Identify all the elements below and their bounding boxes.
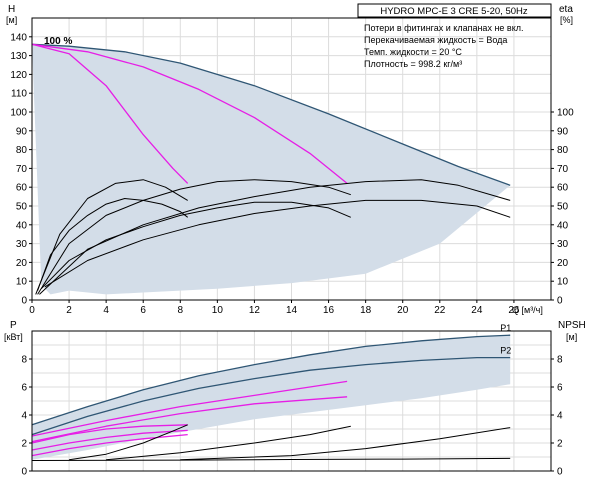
note-line-1: Потери в фитингах и клапанах не вкл. — [364, 23, 524, 33]
npsh-axis-label: NPSH — [558, 320, 586, 331]
x-tick-label: 6 — [140, 305, 146, 316]
series-line-npsh-3 — [180, 427, 511, 461]
series-line-eff-2 — [37, 179, 351, 295]
series-label-P1: P1 — [500, 323, 511, 333]
x-tick-label: 20 — [397, 305, 409, 316]
series-line-P2 — [31, 356, 511, 436]
y-tick-label: 0 — [21, 296, 27, 307]
x-tick-label: 24 — [471, 305, 483, 316]
note-line-4: Плотность = 998.2 кг/м³ — [364, 59, 462, 69]
y-tick-label: 80 — [16, 145, 28, 156]
y-tick-label: 0 — [21, 467, 27, 478]
x-tick-label: 8 — [178, 305, 184, 316]
title-box — [357, 3, 552, 18]
y-right-tick-label: 60 — [557, 183, 569, 194]
y-tick-label: 140 — [10, 32, 27, 43]
plot-frame — [31, 330, 552, 472]
power-chart-panel: P1 P2 0 2 4 6 8 0 2 4 6 8 — [21, 323, 563, 477]
y-right-tick-label: 80 — [557, 145, 569, 156]
series-line-h-eff-small — [37, 198, 189, 291]
y-tick-label: 110 — [11, 89, 27, 100]
x-tick-label: 0 — [29, 305, 35, 316]
y-tick-label: 100 — [10, 108, 27, 119]
series-line-magenta-1 — [31, 43, 189, 184]
head-axis-unit: [м] — [6, 15, 17, 25]
x-tick-label: 22 — [434, 305, 446, 316]
y-right-tick-label: 4 — [557, 411, 563, 422]
y-right-tick-label: 50 — [557, 202, 569, 213]
y-tick-label: 8 — [21, 355, 27, 366]
series-line-magenta-a — [31, 380, 348, 437]
x-tick-label: 14 — [286, 305, 298, 316]
chart-title: HYDRO MPC-E 3 CRE 5-20, 50Hz — [380, 6, 528, 17]
npsh-axis-unit: [м] — [566, 332, 577, 342]
y-right-tick-label: 2 — [557, 439, 563, 450]
y-tick-label: 90 — [16, 126, 28, 137]
x-tick-label: 10 — [212, 305, 224, 316]
y-tick-label: 2 — [21, 439, 27, 450]
percent-annotation: 100 % — [44, 36, 72, 47]
eta-axis-label: eta — [559, 4, 573, 15]
y-right-tick-label: 100 — [557, 108, 574, 119]
y-right-tick-label: 30 — [557, 239, 569, 250]
series-line-magenta-b — [31, 396, 348, 443]
series-line-magenta-d — [31, 429, 188, 451]
x-tick-label: 12 — [249, 305, 261, 316]
flow-axis-label: Q [м³/ч] — [512, 305, 543, 315]
y-tick-label: 10 — [16, 277, 28, 288]
y-tick-label: 60 — [16, 183, 28, 194]
note-line-3: Темп. жидкости = 20 °C — [364, 47, 462, 57]
y-right-tick-label: 0 — [557, 467, 563, 478]
power-axis-unit: [кВт] — [4, 332, 23, 342]
y-tick-label: 20 — [16, 258, 28, 269]
y-tick-label: 130 — [10, 51, 27, 62]
series-line-npsh-1 — [69, 424, 188, 461]
y-tick-label: 50 — [16, 202, 28, 213]
x-tick-label: 26 — [508, 305, 520, 316]
series-label-P2: P2 — [500, 346, 511, 356]
eta-axis-unit: [%] — [560, 15, 573, 25]
y-tick-label: 6 — [21, 383, 27, 394]
y-right-tick-label: 8 — [557, 355, 563, 366]
x-tick-label: 18 — [360, 305, 372, 316]
series-line-P1 — [31, 334, 511, 426]
y-right-tick-label: 20 — [557, 258, 569, 269]
operating-envelope-area — [32, 44, 511, 295]
series-line-magenta-2 — [31, 43, 348, 184]
x-tick-label: 16 — [323, 305, 335, 316]
y-tick-label: 70 — [16, 164, 28, 175]
power-axis-label: P — [10, 320, 17, 331]
y-tick-label: 30 — [16, 239, 28, 250]
series-line-envelope-top — [31, 43, 511, 186]
y-tick-label: 40 — [16, 220, 28, 231]
series-line-baseline — [31, 457, 511, 461]
y-tick-label: 120 — [10, 70, 27, 81]
head-axis-label: H — [8, 4, 15, 15]
operating-envelope-area — [32, 335, 511, 460]
y-tick-label: 4 — [21, 411, 27, 422]
series-line-magenta-c — [31, 424, 188, 444]
y-right-tick-label: 10 — [557, 277, 569, 288]
y-right-tick-label: 0 — [557, 296, 563, 307]
series-line-h-eff-big — [44, 199, 511, 288]
y-right-tick-label: 90 — [557, 126, 569, 137]
x-tick-label: 2 — [66, 305, 72, 316]
series-line-h-eff-mid — [40, 201, 351, 290]
y-right-tick-label: 70 — [557, 164, 569, 175]
series-line-eff-1 — [35, 179, 188, 295]
head-chart-panel: 0102030405060708090100110120130140010203… — [10, 17, 574, 316]
y-right-tick-label: 40 — [557, 220, 569, 231]
y-right-tick-label: 6 — [557, 383, 563, 394]
note-line-2: Перекачиваемая жидкость = Вода — [364, 35, 507, 45]
series-line-npsh-2 — [106, 425, 351, 461]
x-tick-label: 4 — [103, 305, 109, 316]
